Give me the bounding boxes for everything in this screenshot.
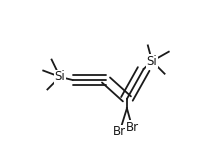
Text: Br: Br bbox=[113, 125, 126, 138]
Text: Br: Br bbox=[126, 121, 139, 134]
Text: Si: Si bbox=[55, 70, 65, 83]
Text: Si: Si bbox=[147, 55, 157, 68]
